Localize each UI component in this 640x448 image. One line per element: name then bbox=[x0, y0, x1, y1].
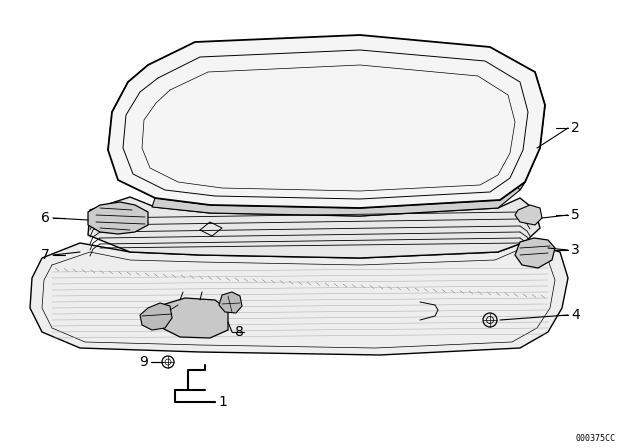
Polygon shape bbox=[515, 238, 555, 268]
Text: 2: 2 bbox=[571, 121, 580, 135]
Polygon shape bbox=[88, 202, 148, 234]
Polygon shape bbox=[162, 298, 228, 338]
Polygon shape bbox=[152, 182, 525, 216]
Text: 5: 5 bbox=[571, 208, 580, 222]
Polygon shape bbox=[30, 242, 568, 355]
Text: 6: 6 bbox=[41, 211, 50, 225]
Polygon shape bbox=[219, 292, 242, 313]
Polygon shape bbox=[108, 65, 155, 198]
Text: 4: 4 bbox=[571, 308, 580, 322]
Text: 000375CC: 000375CC bbox=[575, 434, 615, 443]
Polygon shape bbox=[510, 72, 545, 190]
Polygon shape bbox=[140, 303, 172, 330]
Text: 1: 1 bbox=[218, 395, 227, 409]
Text: 7: 7 bbox=[41, 248, 50, 262]
Text: 3: 3 bbox=[571, 243, 580, 257]
Polygon shape bbox=[515, 205, 542, 225]
Text: 8: 8 bbox=[235, 325, 244, 339]
Text: 9: 9 bbox=[139, 355, 148, 369]
Polygon shape bbox=[108, 35, 545, 208]
Polygon shape bbox=[88, 197, 540, 258]
